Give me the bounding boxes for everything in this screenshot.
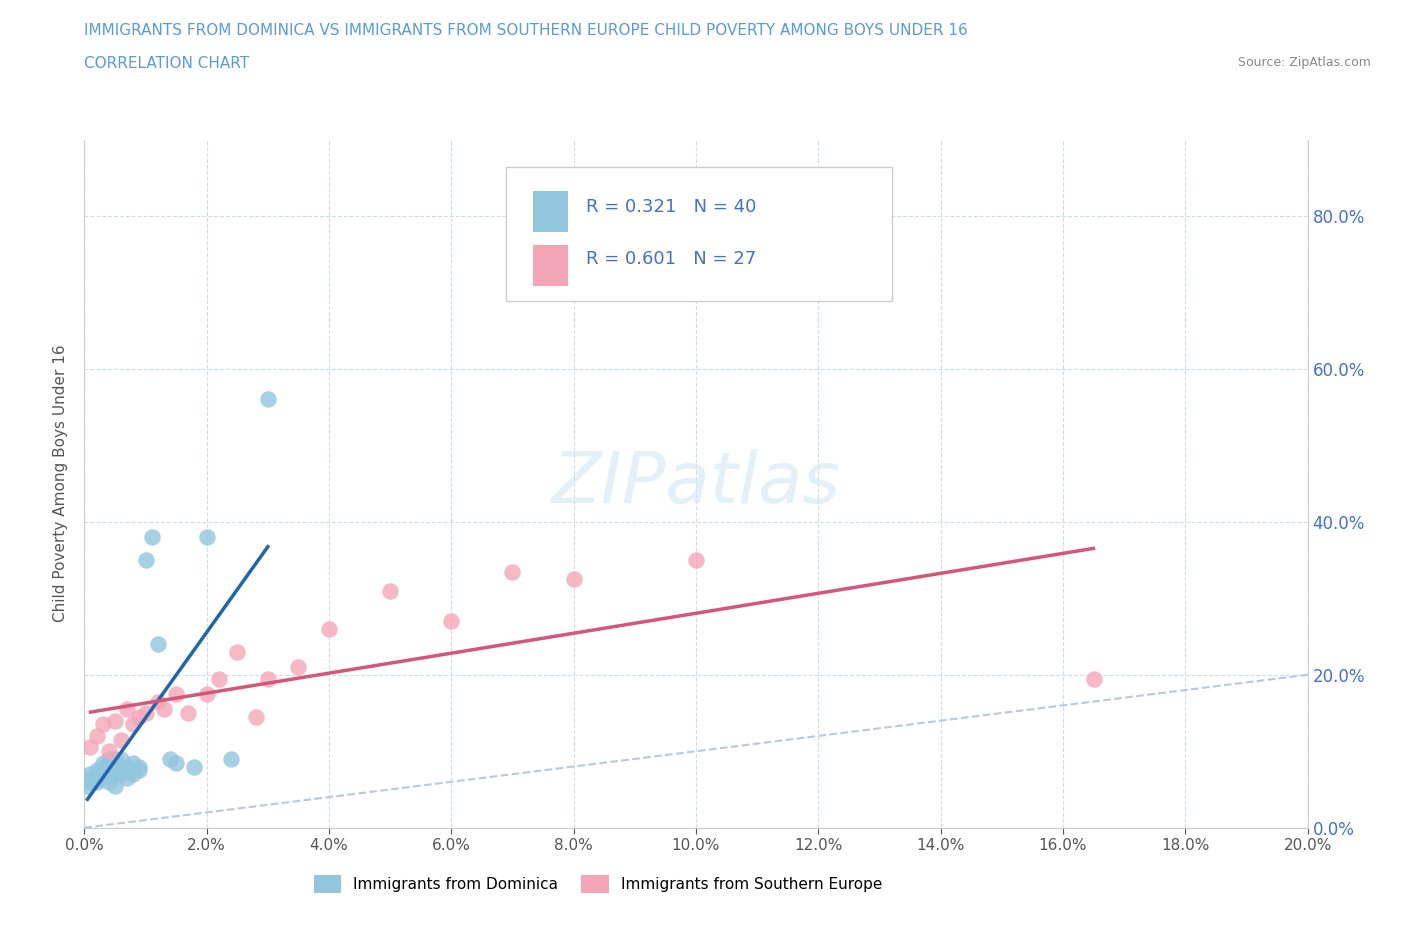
Point xyxy=(79,771,101,786)
Text: IMMIGRANTS FROM DOMINICA VS IMMIGRANTS FROM SOUTHERN EUROPE CHILD POVERTY AMONG : IMMIGRANTS FROM DOMINICA VS IMMIGRANTS F… xyxy=(84,23,969,38)
Point xyxy=(76,778,98,793)
Point xyxy=(135,706,157,721)
Point xyxy=(115,702,138,717)
Point xyxy=(79,766,101,781)
Point xyxy=(86,771,108,786)
Point xyxy=(110,759,132,774)
Point xyxy=(104,766,127,781)
Point xyxy=(97,755,120,770)
Point xyxy=(104,751,127,766)
Point xyxy=(110,766,132,781)
Point xyxy=(287,659,309,674)
Point xyxy=(97,744,120,759)
Point xyxy=(1083,671,1105,686)
Point xyxy=(91,717,114,732)
Text: Source: ZipAtlas.com: Source: ZipAtlas.com xyxy=(1237,56,1371,69)
Point xyxy=(159,751,181,766)
Point xyxy=(91,759,114,774)
FancyBboxPatch shape xyxy=(533,192,568,232)
Point xyxy=(146,694,169,709)
Point xyxy=(562,572,585,587)
Point xyxy=(165,686,187,701)
Point xyxy=(97,775,120,790)
Point xyxy=(245,710,267,724)
Text: CORRELATION CHART: CORRELATION CHART xyxy=(84,56,249,71)
Point xyxy=(141,530,163,545)
Point xyxy=(219,751,242,766)
Point xyxy=(91,771,114,786)
Point xyxy=(502,565,524,579)
Point xyxy=(177,706,200,721)
Point xyxy=(153,702,176,717)
Point xyxy=(380,583,402,598)
Point xyxy=(86,763,108,777)
Point xyxy=(79,740,101,755)
FancyBboxPatch shape xyxy=(506,167,891,301)
Point xyxy=(104,778,127,793)
FancyBboxPatch shape xyxy=(533,245,568,286)
Point xyxy=(115,763,138,777)
Point xyxy=(122,766,145,781)
Point xyxy=(115,759,138,774)
Point xyxy=(79,775,101,790)
Point xyxy=(440,614,463,629)
Point xyxy=(91,755,114,770)
Text: R = 0.601   N = 27: R = 0.601 N = 27 xyxy=(586,249,756,268)
Point xyxy=(195,686,218,701)
Point xyxy=(97,751,120,766)
Point xyxy=(195,530,218,545)
Point xyxy=(115,771,138,786)
Point xyxy=(128,759,150,774)
Text: R = 0.321   N = 40: R = 0.321 N = 40 xyxy=(586,198,756,216)
Point xyxy=(91,766,114,781)
Point xyxy=(226,644,249,659)
Point xyxy=(86,766,108,781)
Point xyxy=(183,759,205,774)
Point xyxy=(128,763,150,777)
Point xyxy=(86,775,108,790)
Point xyxy=(104,713,127,728)
Point xyxy=(257,671,280,686)
Point xyxy=(146,637,169,652)
Y-axis label: Child Poverty Among Boys Under 16: Child Poverty Among Boys Under 16 xyxy=(53,345,69,622)
Point xyxy=(122,717,145,732)
Point xyxy=(104,763,127,777)
Point xyxy=(135,552,157,567)
Legend: Immigrants from Dominica, Immigrants from Southern Europe: Immigrants from Dominica, Immigrants fro… xyxy=(308,870,889,899)
Point xyxy=(110,732,132,747)
Point xyxy=(165,755,187,770)
Point xyxy=(110,751,132,766)
Point xyxy=(97,763,120,777)
Text: ZIPatlas: ZIPatlas xyxy=(551,449,841,518)
Point xyxy=(128,710,150,724)
Point xyxy=(208,671,231,686)
Point xyxy=(257,392,280,407)
Point xyxy=(122,755,145,770)
Point xyxy=(685,552,707,567)
Point xyxy=(318,621,340,636)
Point xyxy=(104,759,127,774)
Point xyxy=(86,728,108,743)
